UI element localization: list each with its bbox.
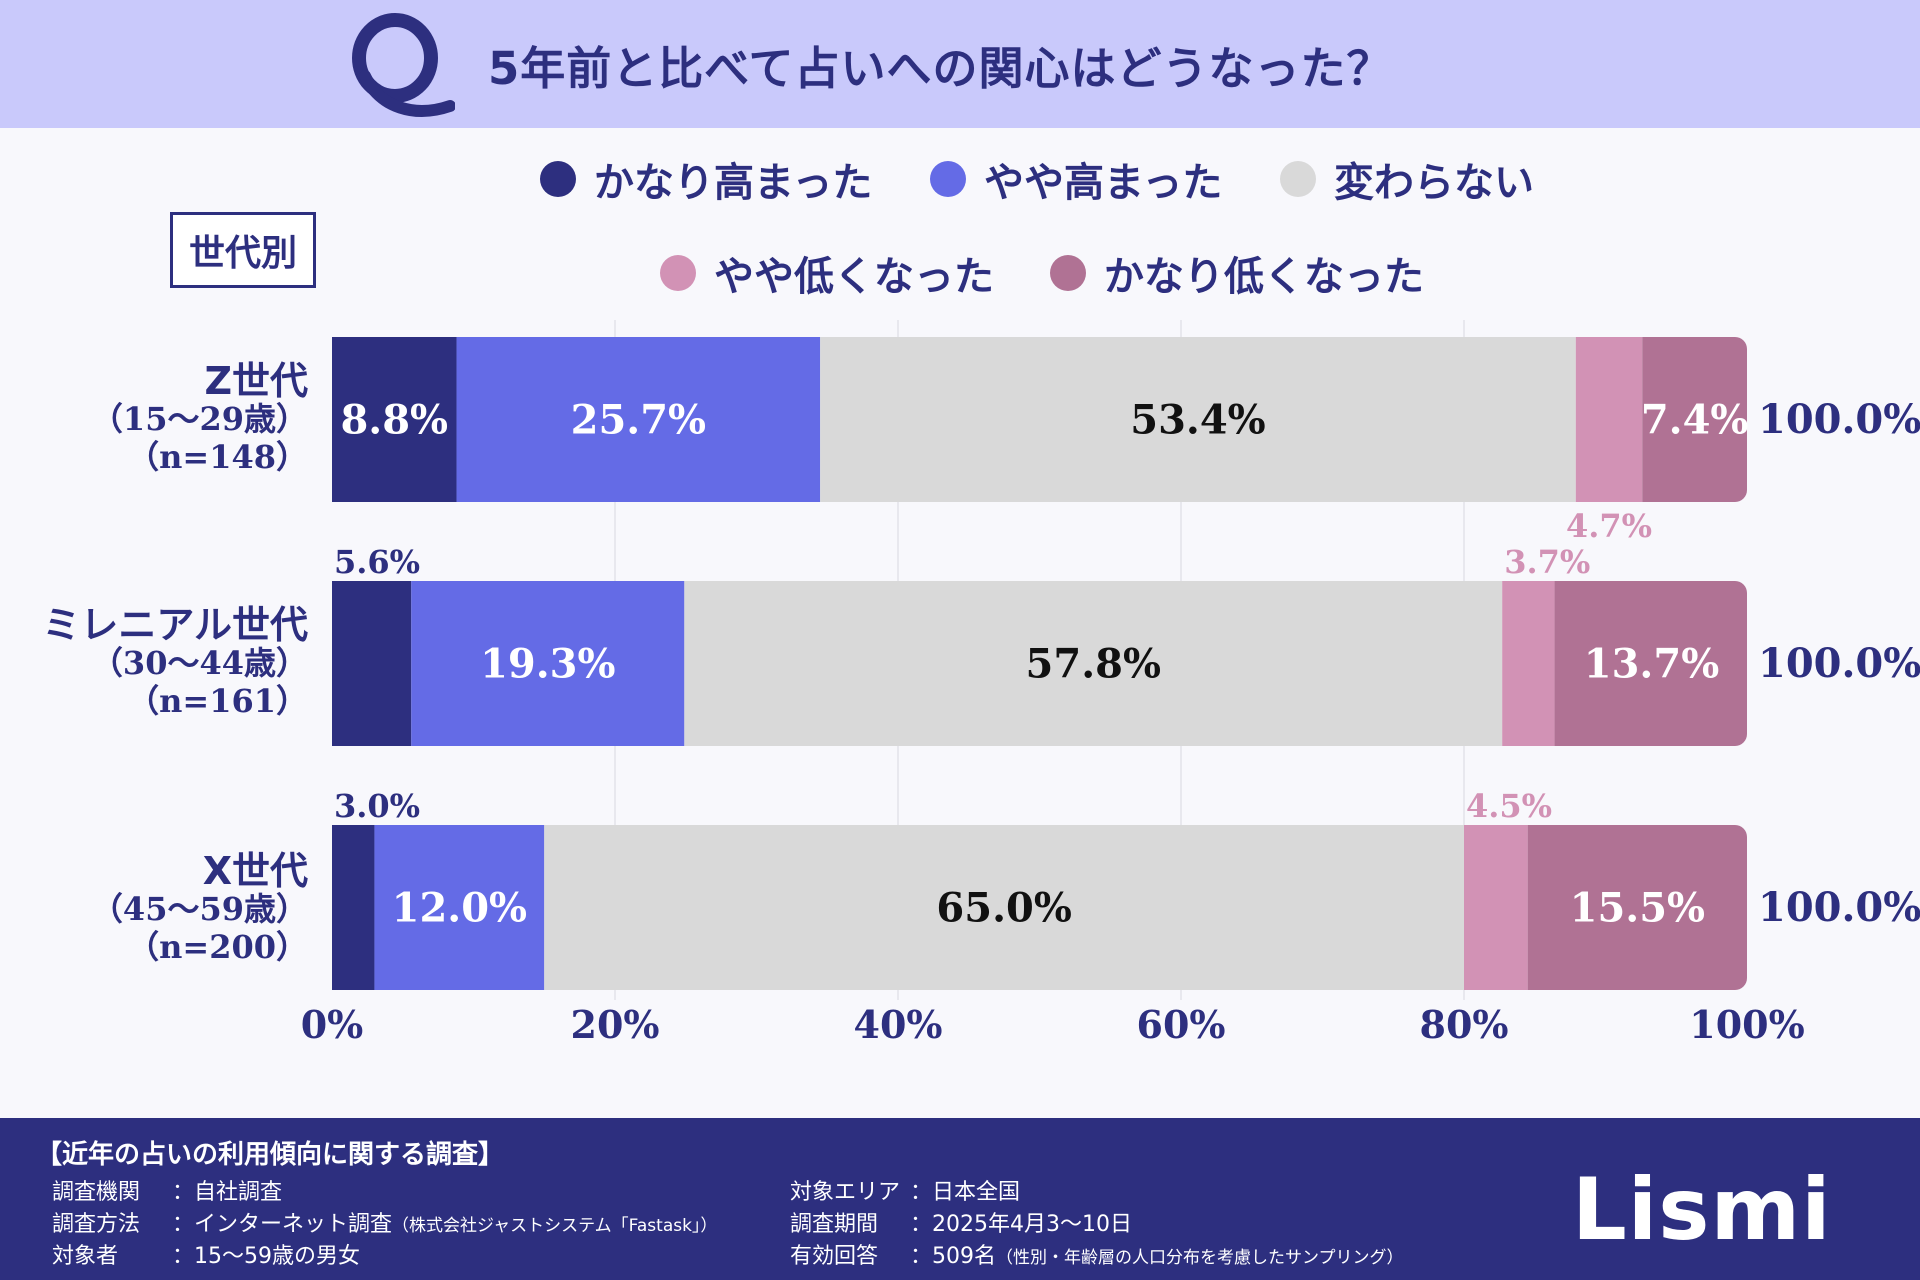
segment-label-box: 世代別 (170, 212, 316, 288)
survey-info-key: 有効回答 (790, 1244, 879, 1269)
data-label: 25.7% (571, 397, 706, 444)
survey-info-value: ：インターネット調査 (172, 1212, 393, 1237)
data-label: 12.0% (392, 885, 527, 932)
data-label: 65.0% (936, 885, 1071, 932)
data-label: 3.0% (334, 787, 420, 825)
survey-footer: 【近年の占いの利用傾向に関する調査】 調査機関 ：自社調査 調査方法 ：インターネッ… (0, 1118, 1920, 1280)
bar-edge (318, 579, 332, 748)
bar-segment (544, 825, 1464, 990)
survey-info-row: 調査期間 ：2025年4月3〜10日 (790, 1206, 1132, 1238)
data-label: 8.8% (340, 397, 448, 444)
x-tick: 80% (1419, 1002, 1509, 1047)
row-total: 100.0% (1758, 396, 1920, 443)
x-tick: 20% (570, 1002, 660, 1047)
row-n: （n=161） (127, 682, 308, 720)
survey-info-value: ：509名 (910, 1244, 996, 1269)
bar-row (320, 581, 1747, 746)
data-label: 57.8% (1026, 641, 1161, 688)
survey-info-key: 対象エリア (790, 1180, 901, 1205)
brand-logo: Lismi (1572, 1160, 1832, 1260)
bar-segment (684, 581, 1503, 746)
bar-edge (318, 823, 332, 992)
data-label: 19.3% (480, 641, 615, 688)
bar-segment (820, 337, 1576, 502)
stacked-bar-chart: 8.8% 25.7% 53.4% 4.7% 7.4% 5.6% 19.3% 57.8% 3.7%… (318, 320, 1749, 1000)
row-name: X世代 (202, 849, 308, 893)
legend-label: かなり低くなった (1104, 254, 1424, 300)
bar-segment (1527, 825, 1747, 990)
legend-dot-icon (1050, 255, 1086, 291)
bar-segment (320, 337, 457, 502)
survey-info-note: （性別・年齢層の人口分布を考慮したサンプリング） (996, 1248, 1404, 1268)
data-label: 3.7% (1504, 543, 1590, 581)
legend-dot-icon (930, 161, 966, 197)
data-label: 4.5% (1466, 787, 1552, 825)
survey-info-key: 調査期間 (790, 1212, 879, 1237)
header-band: 5年前と比べて占いへの関心はどうなった？ (0, 0, 1920, 128)
legend-dot-icon (660, 255, 696, 291)
data-label: 5.6% (334, 543, 420, 581)
row-n: （n=200） (127, 928, 308, 966)
data-label: 13.7% (1584, 641, 1719, 688)
x-tick: 60% (1136, 1002, 1226, 1047)
survey-info-row: 調査機関 ：自社調査 (52, 1174, 282, 1206)
survey-info-row: 有効回答 ：509名（性別・年齢層の人口分布を考慮したサンプリング） (790, 1238, 1404, 1270)
row-n: （n=148） (127, 438, 308, 476)
bar-segment (1464, 825, 1528, 990)
legend-item-very-increased: かなり高まった (540, 150, 872, 208)
row-label-z: Z世代 （15〜29歳） （n=148） (0, 362, 308, 476)
row-name: ミレニアル世代 (42, 603, 308, 647)
bar-segment (1575, 337, 1643, 502)
survey-info-value: ：日本全国 (910, 1180, 1021, 1205)
legend-label: かなり高まった (594, 160, 873, 206)
row-age: （15〜29歳） (90, 400, 308, 438)
legend-item-very-decreased: かなり低くなった (1050, 244, 1424, 302)
survey-info-row: 対象者 ：15〜59歳の男女 (52, 1238, 360, 1270)
x-tick: 100% (1689, 1002, 1805, 1047)
data-label: 15.5% (1570, 885, 1705, 932)
survey-info-row: 調査方法 ：インターネット調査（株式会社ジャストシステム「Fastask」） (52, 1206, 717, 1238)
row-label-millennial: ミレニアル世代 （30〜44歳） （n=161） (0, 606, 308, 720)
row-total: 100.0% (1758, 884, 1920, 931)
survey-info-key: 調査方法 (52, 1212, 141, 1237)
row-label-x: X世代 （45〜59歳） （n=200） (0, 852, 308, 966)
row-age: （45〜59歳） (90, 890, 308, 928)
bar-edge (318, 335, 332, 504)
legend-label: やや低くなった (714, 254, 994, 300)
data-label: 4.7% (1566, 507, 1652, 545)
bar-segment (411, 581, 685, 746)
x-tick: 0% (300, 1002, 364, 1047)
x-tick: 40% (853, 1002, 943, 1047)
legend-item-unchanged: 変わらない (1280, 150, 1534, 208)
legend-dot-icon (540, 161, 576, 197)
bar-segment (1502, 581, 1555, 746)
survey-info-note: （株式会社ジャストシステム「Fastask」） (392, 1216, 718, 1236)
row-name: Z世代 (204, 359, 308, 403)
legend-item-somewhat-increased: やや高まった (930, 150, 1222, 208)
row-age: （30〜44歳） (90, 644, 308, 682)
bar-segment (320, 581, 412, 746)
bar-segment (374, 825, 545, 990)
row-total: 100.0% (1758, 640, 1920, 687)
survey-info-value: ：2025年4月3〜10日 (910, 1212, 1132, 1237)
survey-info-value: ：自社調査 (172, 1180, 283, 1205)
legend-item-somewhat-decreased: やや低くなった (660, 244, 994, 302)
survey-info-row: 対象エリア ：日本全国 (790, 1174, 1020, 1206)
bar-segment (1642, 337, 1747, 502)
bar-row (320, 337, 1747, 502)
survey-title: 【近年の占いの利用傾向に関する調査】 (36, 1140, 505, 1170)
bar-segment (456, 337, 821, 502)
data-label: 53.4% (1130, 397, 1265, 444)
bar-segment (1554, 581, 1747, 746)
survey-info-key: 調査機関 (52, 1180, 141, 1205)
survey-info-value: ：15〜59歳の男女 (172, 1244, 360, 1269)
data-label: 7.4% (1641, 397, 1749, 444)
legend-label: 変わらない (1334, 160, 1534, 206)
q-logo-icon (352, 13, 455, 117)
page-title: 5年前と比べて占いへの関心はどうなった？ (488, 42, 1393, 95)
legend-dot-icon (1280, 161, 1316, 197)
bar-row (320, 825, 1747, 990)
survey-info-key: 対象者 (52, 1244, 119, 1269)
legend-label: やや高まった (984, 160, 1223, 206)
